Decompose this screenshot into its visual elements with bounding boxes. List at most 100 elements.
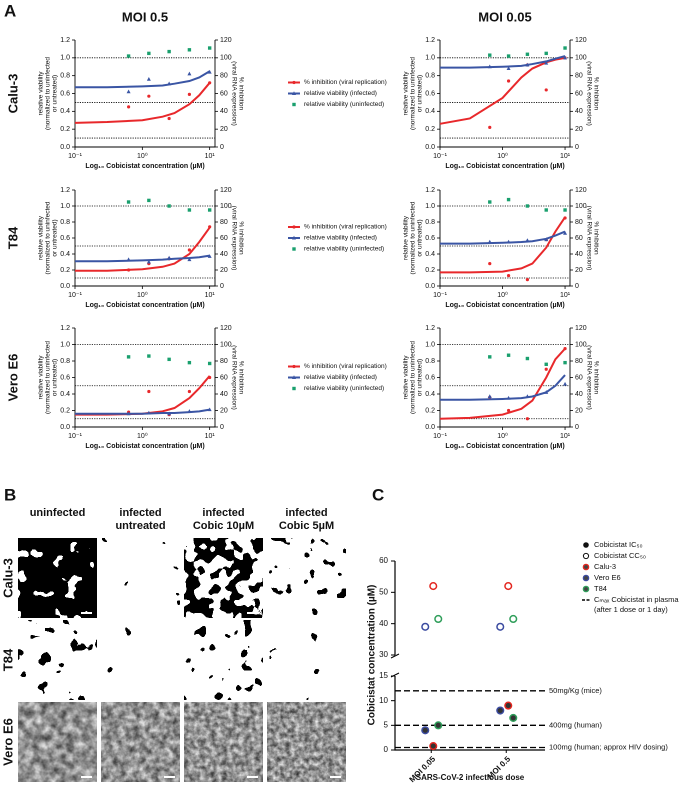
micrograph: [18, 538, 97, 618]
y-tick-label: 1.2: [425, 325, 435, 332]
data-point: [563, 216, 567, 220]
y-tick-label: 0.4: [60, 251, 70, 258]
y2-tick-label: 60: [575, 235, 583, 242]
data-point: [563, 208, 567, 212]
legend-label: % inhibition (viral replication): [304, 224, 387, 231]
x-tick-label: 10¹: [205, 292, 216, 299]
micrograph: [18, 702, 97, 782]
y-axis-label: relative viability: [403, 71, 410, 116]
fit-curve: [74, 82, 211, 124]
y2-tick-label: 20: [220, 267, 228, 274]
y-tick-label: 15: [379, 671, 388, 680]
data-point: [207, 46, 212, 50]
y2-tick-label: 120: [220, 37, 232, 44]
column-header: Cobic 5µM: [279, 520, 334, 532]
y-tick-label: 0.6: [60, 235, 70, 242]
x-tick-label: 10⁰: [137, 291, 148, 299]
data-point: [126, 411, 131, 416]
legend-label: Cobicistat CC₅₀: [594, 551, 646, 560]
y2-axis-label: % inhibition: [237, 221, 244, 255]
y2-tick-label: 60: [575, 90, 583, 97]
y-tick-label: 1.2: [425, 187, 435, 194]
y2-tick-label: 80: [220, 358, 228, 365]
y2-tick-label: 60: [220, 235, 228, 242]
y-tick-label: 0.0: [425, 424, 435, 431]
row-label: Calu-3: [5, 74, 20, 114]
y2-tick-label: 80: [575, 358, 583, 365]
data-point: [544, 367, 548, 371]
data-point: [488, 355, 492, 359]
y-axis-label: (normalized to uninfected: [45, 341, 52, 414]
legend-label: Vero E6: [594, 573, 621, 582]
legend-label: relative viability (uninfected): [304, 385, 384, 392]
data-point: [147, 51, 151, 56]
y-tick-label: 0.6: [60, 90, 70, 97]
data-point: [207, 361, 212, 366]
y2-tick-label: 120: [575, 187, 587, 194]
ic50-point: [509, 713, 518, 722]
row-label: Calu-3: [0, 558, 15, 598]
micrograph: [184, 702, 263, 782]
y-axis-label: or untreated): [417, 359, 424, 396]
legend-label: relative viability (uninfected): [304, 246, 384, 253]
y-tick-label: 0.6: [425, 235, 435, 242]
data-point: [126, 89, 131, 94]
row-label: T84: [0, 648, 15, 671]
y2-tick-label: 60: [220, 90, 228, 97]
legend-label: (after 1 dose or 1 day): [594, 605, 668, 614]
data-point: [167, 255, 172, 260]
data-point: [167, 116, 171, 121]
y2-tick-label: 0: [220, 283, 224, 290]
y-tick-label: 60: [379, 556, 388, 565]
legend-marker: [292, 225, 296, 229]
y2-axis-label: % inhibition: [592, 361, 599, 395]
y2-axis-label: % inhibition: [237, 361, 244, 395]
y-tick-label: 0.4: [60, 391, 70, 398]
data-point: [506, 197, 511, 202]
y2-tick-label: 120: [220, 187, 232, 194]
data-point: [208, 375, 212, 380]
y-tick-label: 50: [379, 587, 388, 596]
legend-label: Cobicistat IC₅₀: [594, 540, 643, 549]
legend-marker: [292, 102, 296, 107]
panel-label: A: [4, 1, 16, 20]
data-point: [506, 239, 511, 244]
x-axis-label: Log₁₀ Cobicistat concentration (µM): [85, 163, 204, 170]
data-point: [126, 54, 131, 58]
y2-tick-label: 20: [575, 126, 583, 133]
y-tick-label: 0.0: [60, 424, 70, 431]
column-title: MOI 0.05: [478, 9, 531, 24]
legend-marker: [292, 364, 296, 369]
y2-tick-label: 100: [220, 55, 232, 62]
y2-axis-label: % inhibition: [592, 221, 599, 255]
y-tick-label: 1.0: [60, 341, 70, 348]
y2-tick-label: 20: [575, 267, 583, 274]
data-point: [126, 200, 131, 204]
x-tick-label: 10⁻¹: [433, 292, 447, 299]
y2-axis-label: % inhibition: [237, 77, 244, 111]
legend-label: Calu-3: [594, 562, 616, 571]
y2-tick-label: 0: [575, 424, 579, 431]
y2-tick-label: 20: [575, 407, 583, 414]
ic50-point: [429, 742, 438, 751]
data-point: [525, 417, 530, 421]
y2-tick-label: 120: [220, 325, 232, 332]
data-point: [147, 354, 151, 358]
legend-label: relative viability (infected): [304, 235, 377, 242]
y-axis-label: relative viability: [38, 355, 45, 400]
data-point: [506, 79, 511, 83]
y-axis-label: (normalized to uninfected: [410, 57, 417, 130]
fit-curve: [75, 375, 211, 416]
y-tick-label: 0.2: [60, 126, 70, 133]
data-point: [187, 208, 192, 212]
data-point: [563, 347, 567, 351]
axis-line: [439, 40, 571, 148]
micrograph: [101, 620, 180, 700]
data-point: [544, 237, 549, 242]
data-point: [187, 248, 191, 252]
y2-tick-label: 40: [220, 108, 228, 115]
data-point: [506, 353, 511, 357]
y-tick-label: 0.2: [60, 267, 70, 274]
y2-tick-label: 40: [575, 251, 583, 258]
